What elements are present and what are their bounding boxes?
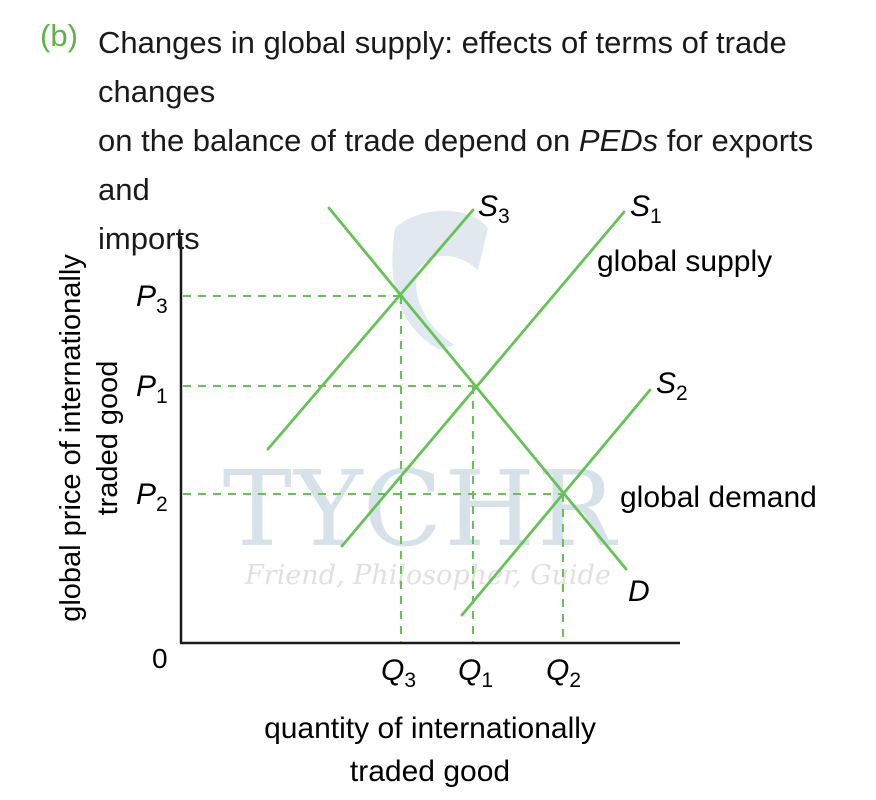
label-global-supply: global supply [597,245,772,278]
label-q2: Q2 [546,654,581,692]
y-axis-title: global price of internationally traded g… [55,254,124,622]
label-s2: S2 [656,367,688,405]
label-q1: Q1 [458,654,493,692]
demand-curve [327,206,628,571]
supply-curve-s3 [266,208,475,451]
y-axis-title-line2: traded good [92,361,124,516]
caption-line-2: on the balance of trade depend on PEDs f… [98,123,814,207]
supply-curve-s1 [340,210,626,548]
y-axis-title-line1: global price of internationally [55,254,87,622]
label-p3: P3 [136,280,168,318]
caption-label: (b) [40,18,78,53]
watermark-title: TYCHR [223,448,618,570]
label-p1: P1 [136,370,168,408]
origin-label: 0 [152,643,168,674]
label-p2: P2 [136,478,168,516]
caption-peds: PEDs [578,123,659,158]
supply-curve-s2 [460,388,652,617]
watermark-logo [392,210,488,350]
label-global-demand: global demand [620,481,817,514]
caption-line-3: imports [98,221,200,256]
label-d: D [628,575,650,608]
x-axis-title-line2: traded good [350,755,510,788]
watermark: TYCHR Friend, Philosopher, Guide [223,210,618,591]
label-q3: Q3 [381,654,416,692]
x-axis-title-line1: quantity of internationally [264,712,596,745]
caption-line-1: Changes in global supply: effects of ter… [98,25,787,109]
label-s1: S1 [630,190,662,228]
label-s3: S3 [478,190,510,228]
caption-text: Changes in global supply: effects of ter… [98,18,868,263]
watermark-tagline: Friend, Philosopher, Guide [244,560,611,591]
